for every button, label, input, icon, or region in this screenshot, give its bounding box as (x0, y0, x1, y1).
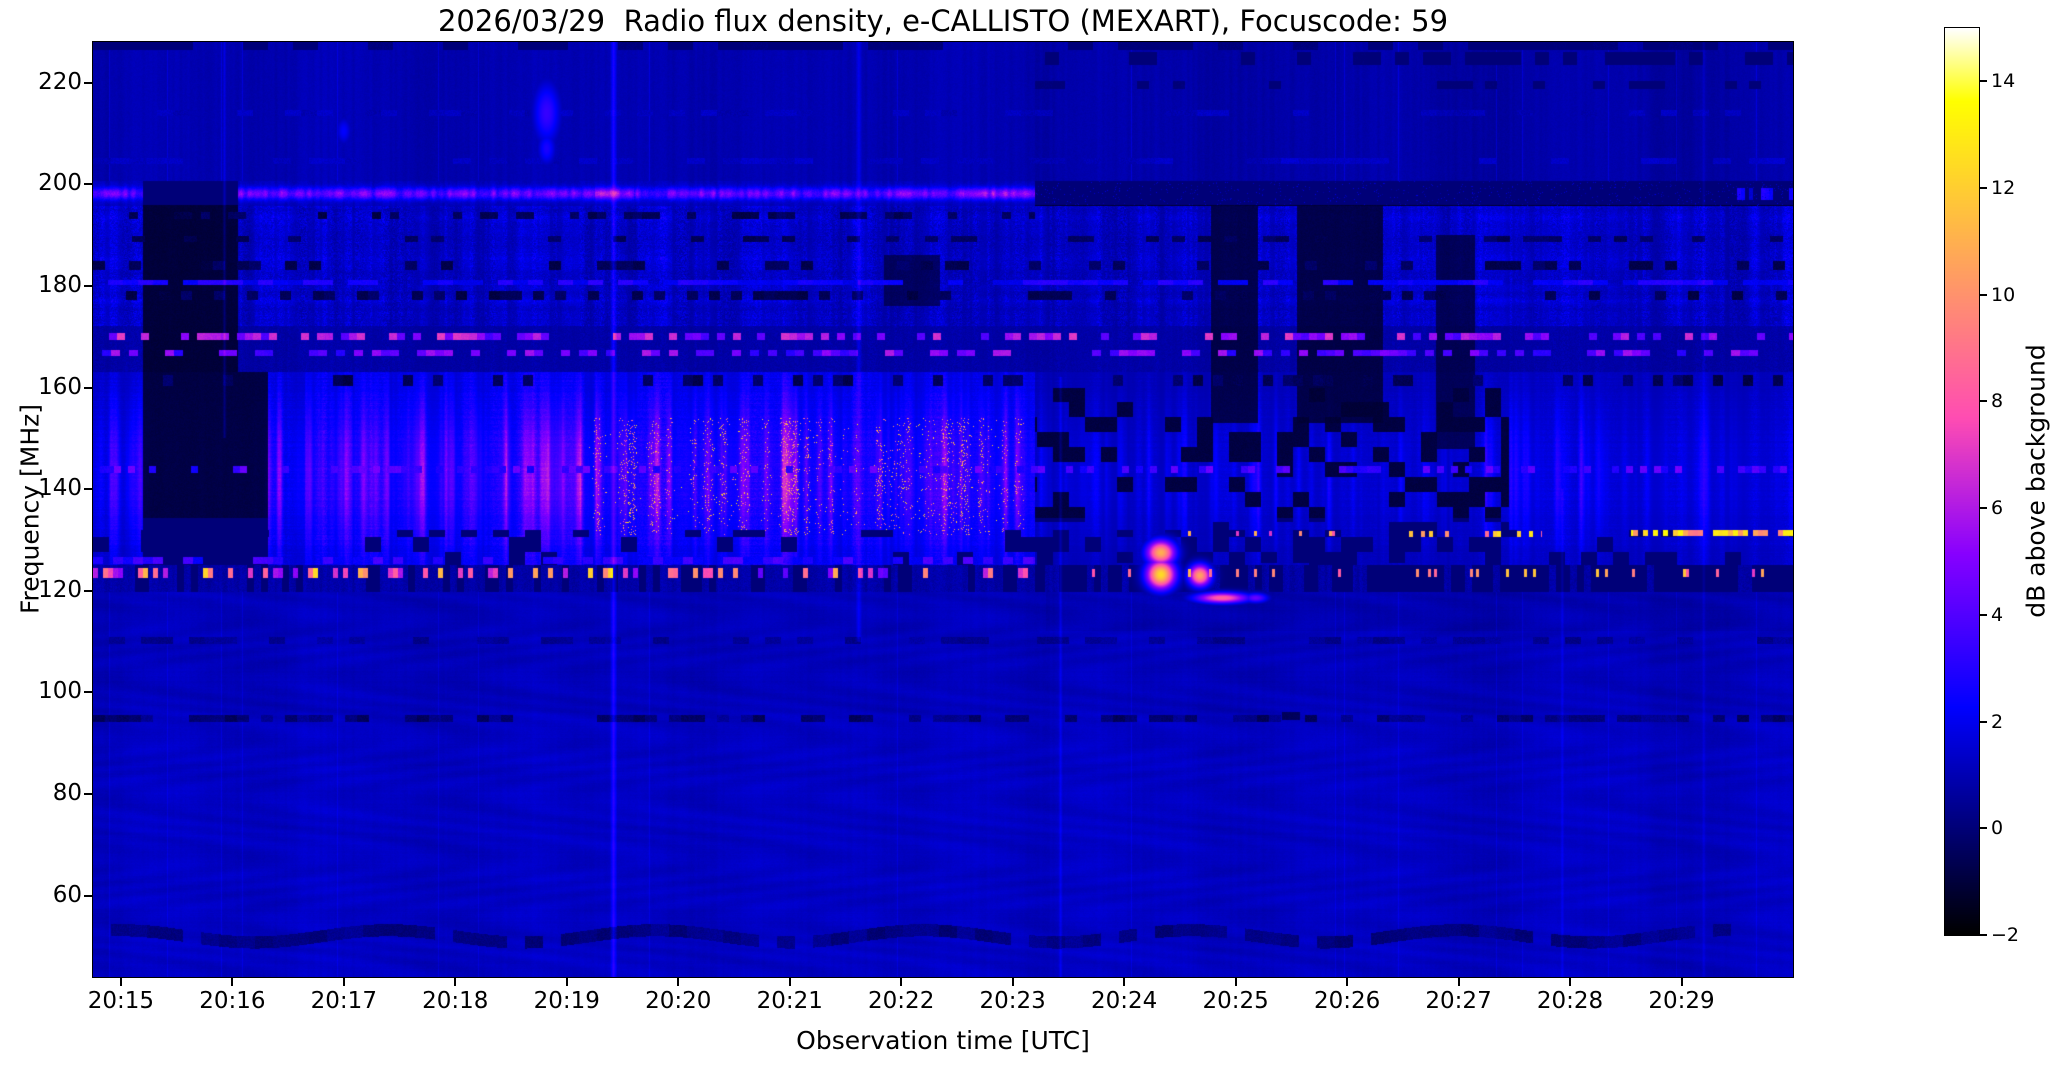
x-tick-label: 20:16 (199, 988, 266, 1014)
colorbar-tick-label: −2 (1991, 924, 2020, 946)
x-tick (900, 978, 903, 986)
y-tick (84, 894, 92, 897)
x-tick (1346, 978, 1349, 986)
y-tick-label: 120 (38, 576, 82, 603)
x-tick (677, 978, 680, 986)
x-tick-label: 20:15 (87, 988, 155, 1014)
x-tick (1569, 978, 1572, 986)
colorbar-tick-label: 10 (1991, 283, 2016, 306)
colorbar-tick-label: 0 (1991, 817, 2004, 840)
y-tick-label: 140 (38, 475, 82, 502)
colorbar-tick (1980, 400, 1987, 403)
colorbar-tick-label: 14 (1991, 70, 2016, 93)
spectrogram-plot (92, 41, 1794, 978)
y-tick (84, 488, 92, 491)
x-tick (342, 978, 345, 986)
colorbar-tick-label: 2 (1991, 710, 2004, 733)
colorbar-tick (1980, 827, 1987, 830)
colorbar-tick (1980, 613, 1987, 616)
x-tick-label: 20:26 (1313, 988, 1381, 1014)
x-tick-label: 20:23 (979, 988, 1046, 1014)
x-tick (1123, 978, 1126, 986)
y-tick (84, 81, 92, 84)
y-tick (84, 691, 92, 694)
y-tick-label: 80 (52, 780, 82, 807)
y-tick (84, 183, 92, 186)
x-tick-label: 20:20 (645, 988, 712, 1014)
x-tick (454, 978, 457, 986)
y-tick-label: 180 (38, 271, 82, 298)
colorbar-tick (1980, 187, 1987, 190)
x-tick (788, 978, 791, 986)
y-tick-label: 160 (38, 373, 82, 400)
y-tick-label: 100 (38, 678, 82, 705)
colorbar (1944, 27, 1980, 936)
spectrogram-canvas (93, 42, 1793, 977)
x-tick-label: 20:25 (1202, 988, 1269, 1014)
x-tick-label: 20:24 (1090, 988, 1158, 1014)
x-axis-label: Observation time [UTC] (796, 1026, 1090, 1055)
colorbar-tick (1980, 80, 1987, 83)
x-tick-label: 20:21 (756, 988, 823, 1014)
x-tick-label: 20:28 (1536, 988, 1604, 1014)
x-tick-label: 20:19 (533, 988, 600, 1014)
y-tick (84, 589, 92, 592)
x-tick-label: 20:17 (310, 988, 377, 1014)
y-tick (84, 386, 92, 389)
colorbar-canvas (1945, 28, 1979, 935)
colorbar-label: dB above background (2021, 344, 2051, 618)
x-tick (1457, 978, 1460, 986)
x-tick (565, 978, 568, 986)
plot-title: 2026/03/29 Radio flux density, e-CALLIST… (437, 4, 1449, 38)
x-tick (1234, 978, 1237, 986)
x-tick-label: 20:18 (422, 988, 489, 1014)
colorbar-tick (1980, 293, 1987, 296)
y-tick (84, 793, 92, 796)
x-tick (119, 978, 122, 986)
colorbar-tick-label: 4 (1991, 603, 2004, 626)
colorbar-tick-label: 6 (1991, 497, 2004, 520)
colorbar-tick (1980, 720, 1987, 723)
y-tick (84, 284, 92, 287)
x-tick (231, 978, 234, 986)
y-tick-label: 60 (52, 881, 82, 908)
y-tick-label: 200 (38, 170, 82, 197)
colorbar-tick (1980, 507, 1987, 510)
y-tick-label: 220 (38, 68, 82, 95)
colorbar-tick (1980, 934, 1987, 936)
colorbar-tick-label: 12 (1991, 177, 2016, 200)
colorbar-tick-label: 8 (1991, 390, 2004, 413)
x-tick-label: 20:29 (1648, 988, 1715, 1014)
x-tick-label: 20:22 (868, 988, 935, 1014)
x-tick (1680, 978, 1683, 986)
x-tick-label: 20:27 (1425, 988, 1492, 1014)
x-tick (1011, 978, 1014, 986)
